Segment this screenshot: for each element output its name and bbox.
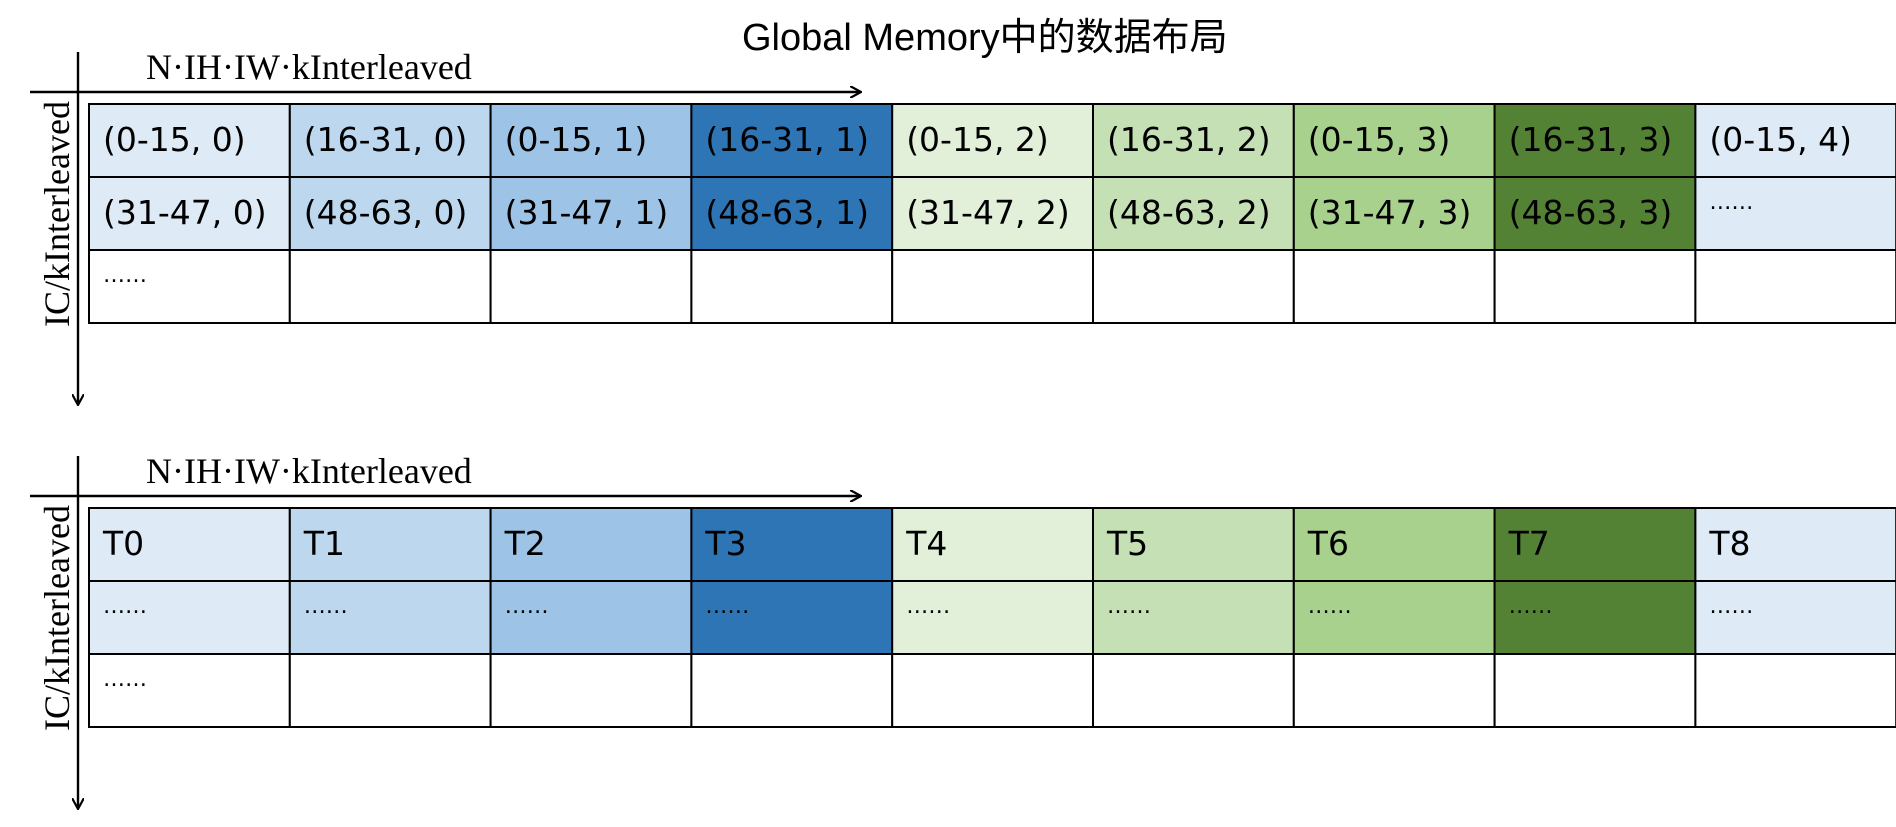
cell-label: (48-63, 0) (304, 193, 468, 232)
grid-cell (288, 580, 492, 655)
cell-label: T6 (1307, 524, 1349, 563)
grid-cell (1292, 580, 1496, 655)
grid-cell (891, 249, 1095, 324)
grid-cell (1292, 653, 1496, 728)
diagram-title: Global Memory中的数据布局 (742, 17, 1228, 59)
grid-cell (1092, 249, 1295, 324)
cell-label: T5 (1106, 524, 1148, 563)
cell-label: (0-15, 1) (505, 120, 648, 159)
cell-label: (48-63, 3) (1509, 193, 1673, 232)
cell-label: …… (103, 594, 147, 619)
grid-cell (891, 653, 1095, 728)
cell-label: T4 (905, 524, 947, 563)
grid-cell (489, 580, 693, 655)
x-axis-label: N·IH·IW·kInterleaved (146, 451, 472, 491)
panel-1: N·IH·IW·kInterleaved IC/kInterleaved (0-15… (30, 47, 1896, 404)
cell-label: T8 (1708, 524, 1750, 563)
grid-cell (88, 580, 291, 655)
grid-cell (288, 176, 492, 251)
grid-cell (288, 653, 492, 728)
cell-label: …… (906, 594, 950, 619)
cell-label: (0-15, 4) (1709, 120, 1852, 159)
panel-2: N·IH·IW·kInterleaved IC/kInterleaved T0 T1 T… (30, 451, 1896, 808)
cell-label: (0-15, 3) (1308, 120, 1451, 159)
grid-cell (1694, 653, 1896, 728)
cell-label: (48-63, 1) (705, 193, 869, 232)
cell-label: …… (103, 667, 147, 692)
cell-label: T0 (102, 524, 144, 563)
cell-label: (31-47, 3) (1308, 193, 1472, 232)
grid-cell (489, 103, 693, 178)
cell-label: (31-47, 1) (505, 193, 669, 232)
grid-cell (489, 176, 693, 251)
grid-cell (1694, 507, 1896, 582)
cell-label: …… (1509, 594, 1553, 619)
grid-cell (1292, 103, 1496, 178)
cell-label: …… (705, 594, 749, 619)
grid-cell (1292, 507, 1496, 582)
cell-label: (16-31, 0) (304, 120, 468, 159)
grid-cell (1694, 580, 1896, 655)
grid-cell (690, 103, 894, 178)
y-axis-label: IC/kInterleaved (37, 101, 77, 327)
grid-cell (1493, 653, 1697, 728)
cell-label: (0-15, 0) (103, 120, 246, 159)
cell-label: T1 (303, 524, 345, 563)
grid-cell (88, 249, 291, 324)
x-axis-label: N·IH·IW·kInterleaved (146, 47, 472, 87)
cell-label: T7 (1508, 524, 1550, 563)
grid-cell (88, 507, 291, 582)
cell-label: …… (1107, 594, 1151, 619)
grid-cell (88, 103, 291, 178)
grid-cell (690, 249, 894, 324)
cell-label: T2 (504, 524, 546, 563)
grid-cell (1493, 249, 1697, 324)
cell-label: …… (1308, 594, 1352, 619)
grid-cell (489, 507, 693, 582)
panels: N·IH·IW·kInterleaved IC/kInterleaved (0-15… (30, 47, 1896, 808)
grid-cell (489, 653, 693, 728)
grid-cell (288, 103, 492, 178)
cell-label: (16-31, 3) (1509, 120, 1673, 159)
grid-cell (891, 176, 1095, 251)
cell-label: (48-63, 2) (1107, 193, 1271, 232)
cell-label: …… (103, 263, 147, 288)
grid-cell (1292, 249, 1496, 324)
y-axis-label: IC/kInterleaved (37, 505, 77, 731)
grid-cell (690, 653, 894, 728)
cell-label: …… (304, 594, 348, 619)
cell-label: (31-47, 0) (103, 193, 267, 232)
grid-cell (489, 249, 693, 324)
grid-cell (1694, 249, 1896, 324)
grid-cell (891, 507, 1095, 582)
cell-label: (16-31, 2) (1107, 120, 1271, 159)
grid-cell (1694, 103, 1896, 178)
cell-label: (16-31, 1) (705, 120, 869, 159)
cell-label: (31-47, 2) (906, 193, 1070, 232)
cell-label: …… (505, 594, 549, 619)
grid-cell (1092, 103, 1295, 178)
grid-cell (1092, 653, 1295, 728)
grid-cell (1092, 176, 1295, 251)
grid-cell (288, 249, 492, 324)
cell-label: …… (1709, 190, 1753, 215)
cell-label: T3 (704, 524, 746, 563)
grid-cell (690, 176, 894, 251)
grid-cell (88, 653, 291, 728)
cell-label: (0-15, 2) (906, 120, 1049, 159)
cell-label: …… (1709, 594, 1753, 619)
